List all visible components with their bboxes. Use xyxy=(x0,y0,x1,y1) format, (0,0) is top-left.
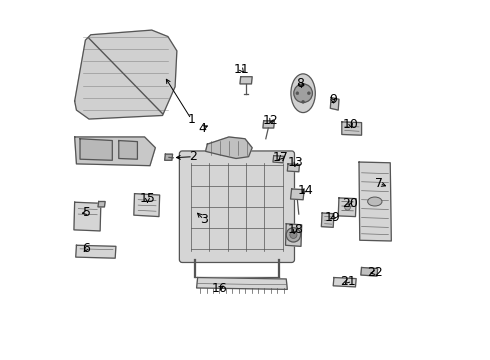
Text: 13: 13 xyxy=(288,156,304,169)
Text: 6: 6 xyxy=(82,242,91,255)
Text: 11: 11 xyxy=(234,63,249,76)
Text: 5: 5 xyxy=(83,206,91,219)
Circle shape xyxy=(290,231,297,238)
Text: 9: 9 xyxy=(329,93,337,106)
Polygon shape xyxy=(291,189,304,200)
Circle shape xyxy=(302,83,304,86)
Polygon shape xyxy=(74,137,155,166)
Polygon shape xyxy=(287,164,299,172)
Text: 18: 18 xyxy=(287,223,303,236)
Text: 17: 17 xyxy=(273,151,289,164)
Text: 14: 14 xyxy=(297,184,313,197)
Polygon shape xyxy=(273,156,284,163)
Polygon shape xyxy=(98,202,105,207)
Circle shape xyxy=(286,228,300,242)
Text: 4: 4 xyxy=(199,122,207,135)
Polygon shape xyxy=(74,202,101,231)
Polygon shape xyxy=(76,245,116,258)
Text: 15: 15 xyxy=(140,192,155,205)
Polygon shape xyxy=(359,162,392,241)
Text: 22: 22 xyxy=(367,266,383,279)
Polygon shape xyxy=(240,77,252,84)
Circle shape xyxy=(302,100,304,103)
Polygon shape xyxy=(119,140,137,159)
Circle shape xyxy=(294,84,313,103)
Polygon shape xyxy=(361,267,378,276)
Polygon shape xyxy=(263,121,274,128)
Text: 19: 19 xyxy=(325,211,341,224)
FancyBboxPatch shape xyxy=(179,151,294,262)
Text: 1: 1 xyxy=(187,113,195,126)
Text: 7: 7 xyxy=(375,177,384,190)
Text: 20: 20 xyxy=(342,197,358,210)
Text: 2: 2 xyxy=(189,150,197,163)
Polygon shape xyxy=(330,98,339,110)
Text: 10: 10 xyxy=(343,118,359,131)
Text: 12: 12 xyxy=(263,114,279,127)
Ellipse shape xyxy=(368,197,382,206)
Polygon shape xyxy=(338,198,356,217)
Polygon shape xyxy=(333,278,356,287)
Polygon shape xyxy=(165,154,172,160)
Polygon shape xyxy=(134,194,160,217)
Polygon shape xyxy=(80,139,112,160)
Polygon shape xyxy=(286,224,302,246)
Polygon shape xyxy=(74,30,177,119)
Text: 16: 16 xyxy=(212,282,228,295)
Polygon shape xyxy=(205,137,252,158)
Polygon shape xyxy=(321,213,334,227)
Circle shape xyxy=(344,204,350,210)
Circle shape xyxy=(296,92,299,95)
Text: 8: 8 xyxy=(296,77,305,90)
Text: 21: 21 xyxy=(340,275,356,288)
Polygon shape xyxy=(342,122,362,135)
Polygon shape xyxy=(196,278,287,289)
Text: 3: 3 xyxy=(200,213,208,226)
Circle shape xyxy=(307,92,310,95)
Ellipse shape xyxy=(291,74,315,113)
